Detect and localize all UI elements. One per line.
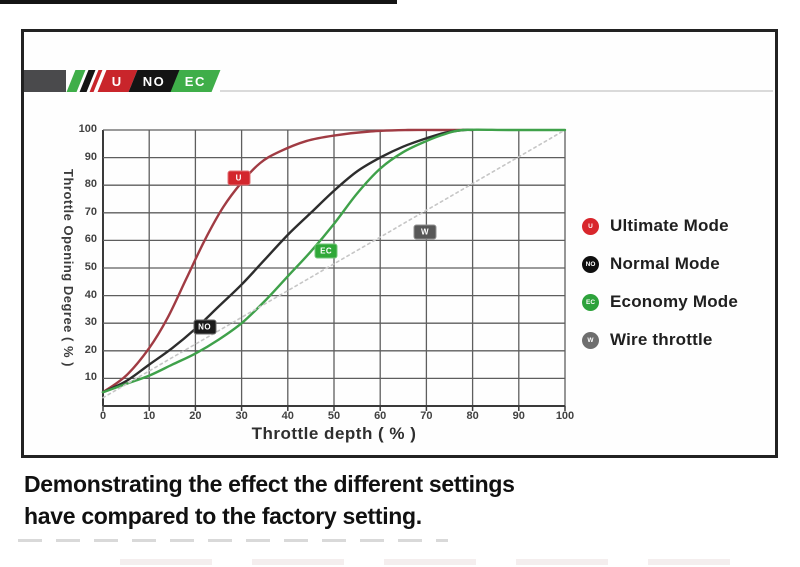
throttle-curves-chart: [101, 128, 567, 411]
legend-marker-icon: NO: [582, 255, 599, 273]
legend-item-economy-mode: EC Economy Mode: [582, 292, 738, 312]
legend-label: Ultimate Mode: [610, 216, 729, 235]
logo-segment-ec: EC: [170, 70, 221, 92]
logo-segment-u-label: U: [112, 73, 123, 89]
logo-gray-bar: [24, 70, 66, 92]
unoec-logo: U NO EC: [24, 70, 221, 92]
y-tick-label-90: 90: [84, 150, 97, 163]
x-tick-label-70: 70: [420, 410, 433, 422]
caption: Demonstrating the effect the different s…: [24, 468, 515, 532]
logo-divider-line: [220, 90, 773, 92]
y-tick-label-10: 10: [84, 371, 97, 384]
economy-curve-badge: EC: [314, 243, 338, 259]
legend-label: Normal Mode: [610, 254, 720, 273]
caption-line-2: have compared to the factory setting.: [24, 503, 422, 529]
y-tick-label-60: 60: [84, 233, 97, 246]
legend-label: Wire throttle: [610, 330, 713, 349]
x-tick-label-30: 30: [235, 410, 248, 422]
top-edge-strip: [0, 0, 397, 4]
normal-curve: [101, 128, 474, 394]
legend-item-wire-throttle: W Wire throttle: [582, 330, 738, 350]
legend-marker-icon: W: [582, 331, 599, 349]
x-tick-label-100: 100: [555, 410, 575, 422]
ultimate-curve: [101, 128, 465, 394]
x-axis-title: Throttle depth ( % ): [251, 424, 417, 443]
x-tick-label-20: 20: [189, 410, 202, 422]
logo-segment-ec-label: EC: [185, 73, 207, 89]
chart-plot-area: U NO EC W: [101, 128, 567, 411]
caption-line-1: Demonstrating the effect the different s…: [24, 471, 515, 497]
x-tick-label-40: 40: [281, 410, 294, 422]
legend-item-normal-mode: NO Normal Mode: [582, 254, 738, 274]
y-tick-label-70: 70: [84, 205, 97, 218]
legend-label: Economy Mode: [610, 292, 739, 311]
y-tick-label-80: 80: [84, 178, 97, 191]
y-tick-label-40: 40: [84, 288, 97, 301]
y-tick-label-20: 20: [84, 343, 97, 356]
y-tick-label-100: 100: [78, 123, 97, 135]
x-tick-label-50: 50: [327, 410, 341, 422]
x-tick-label-90: 90: [512, 410, 525, 422]
chart-legend: U Ultimate Mode NO Normal Mode EC Economy Mod…: [582, 216, 738, 368]
x-tick-label-0: 0: [99, 410, 107, 422]
y-tick-label-30: 30: [84, 316, 97, 329]
x-tick-label-80: 80: [466, 410, 479, 422]
legend-marker-icon: U: [582, 217, 599, 235]
economy-curve: [101, 128, 567, 394]
ultimate-curve-badge: U: [227, 170, 251, 186]
y-tick-label-50: 50: [84, 261, 97, 273]
chart-frame: U NO EC Throttle Opening Degree ( % ) U N…: [21, 29, 778, 458]
bottom-artifact-bars: [120, 559, 730, 565]
y-axis-title: Throttle Opening Degree ( % ): [61, 169, 76, 367]
logo-segment-no-label: NO: [142, 73, 166, 89]
legend-marker-icon: EC: [582, 293, 599, 311]
legend-item-ultimate-mode: U Ultimate Mode: [582, 216, 738, 236]
wire-curve-badge: W: [413, 224, 437, 240]
normal-curve-badge: NO: [193, 319, 217, 335]
x-tick-label-10: 10: [143, 410, 156, 422]
bottom-artifact-dashes: [18, 539, 448, 542]
wire-curve: [102, 129, 566, 399]
x-tick-label-60: 60: [374, 410, 387, 422]
